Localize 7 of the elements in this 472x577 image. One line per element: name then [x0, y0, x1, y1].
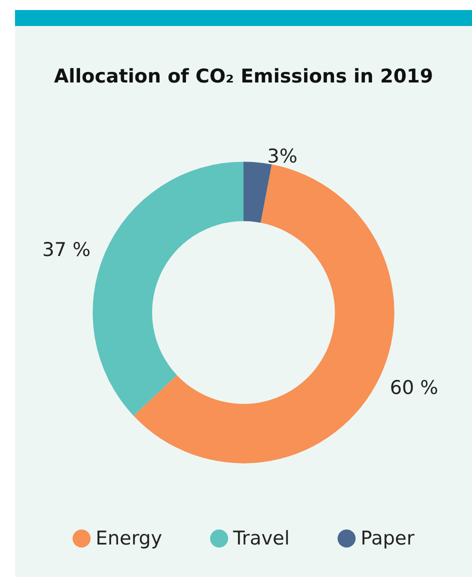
legend-label: Paper: [360, 528, 415, 550]
data-label: 60 %: [390, 377, 438, 400]
data-label: 3%: [267, 145, 298, 168]
data-label: 37 %: [42, 239, 91, 262]
legend-label: Travel: [232, 528, 290, 550]
chart-title: Allocation of CO₂ Emissions in 2019: [54, 66, 434, 88]
legend-label: Energy: [96, 528, 162, 550]
